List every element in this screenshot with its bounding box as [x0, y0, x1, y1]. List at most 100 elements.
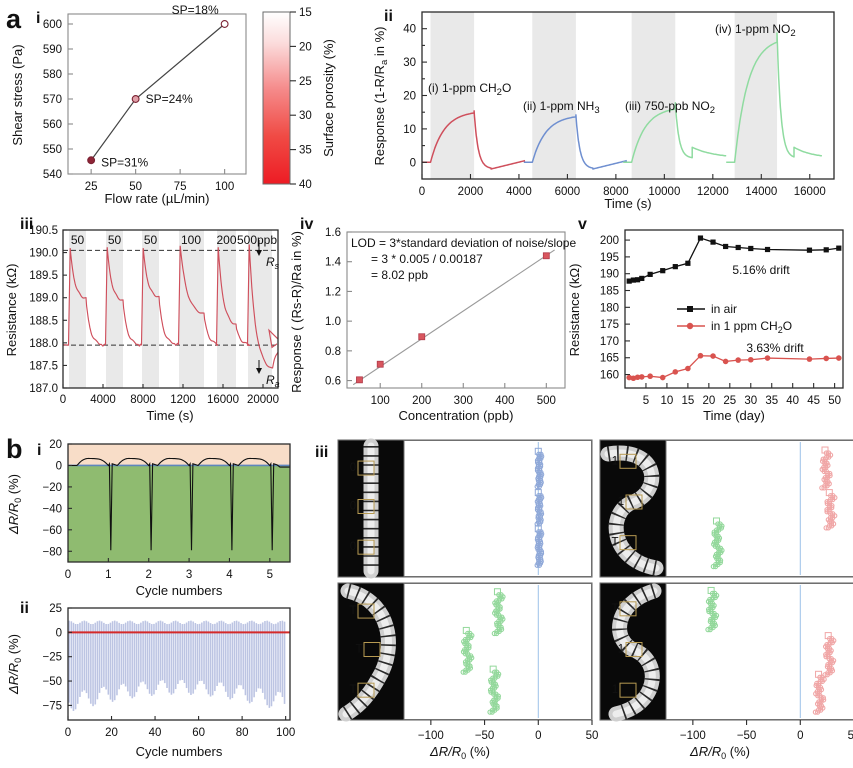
data-cluster — [534, 529, 545, 568]
drift-marker — [634, 277, 641, 283]
tick-label: 165 — [600, 353, 619, 365]
tick-label: 0 — [410, 157, 416, 169]
drift-marker — [638, 374, 645, 380]
chart-b-i: −80 −60 −40 −20 0 20 0 1 2 3 4 5 ΔR/R0 (%) Cycle n… — [0, 432, 310, 600]
plot-frame — [67, 607, 291, 721]
gas-label: (ii) 1-ppm NH3 — [523, 99, 600, 116]
tick-label: 20000 — [247, 394, 279, 406]
drift-marker — [747, 356, 754, 363]
tick-label: 100 — [276, 727, 295, 739]
x-axis-ticks: 0 20 40 60 80 100 — [65, 716, 295, 739]
x-axis-label: Cycle numbers — [136, 583, 223, 598]
gas-response-curve — [623, 102, 727, 164]
y-axis-ticks: 187.0 187.5 188.0 188.5 189.0 189.5 190.0 190.5 — [29, 225, 67, 395]
sensor-marker-label: T — [355, 644, 362, 656]
tick-label: 170 — [600, 336, 619, 348]
panel-a-iv-label: iv — [300, 216, 314, 233]
tick-label: 0.8 — [325, 346, 341, 358]
data-point — [376, 360, 384, 368]
drift-marker — [672, 369, 679, 375]
y-axis-label: Shear stress (Pa) — [10, 44, 25, 145]
exposure-band — [217, 230, 236, 388]
y-axis-label: Response ( (Rs-R)/Ra in %) — [289, 231, 304, 393]
sp-annotation: SP=18% — [172, 3, 219, 17]
legend-label-air: in air — [711, 302, 737, 316]
tick-label: 400 — [495, 395, 514, 407]
panel-a-label: a — [6, 4, 22, 34]
drift-marker — [659, 374, 666, 381]
drift-marker — [723, 243, 729, 250]
y-axis-ticks: 160 165 170 175 180 185 190 195 200 — [600, 235, 630, 382]
chart-a-ii-svg: 0 10 20 30 40 0 2000 4000 6000 8000 10000 12000 140… — [372, 11, 835, 211]
drift-marker — [672, 264, 678, 270]
tick-label: 580 — [43, 69, 62, 81]
chart-b-ii-svg: −75 −50 −25 0 25 0 20 40 60 80 100 ΔR/R0 (%) Cycl… — [6, 603, 295, 759]
tick-label: −20 — [42, 482, 62, 494]
tick-label: 590 — [43, 44, 62, 56]
sensor-marker-box — [363, 642, 381, 657]
y-axis-label: Resistance (kΩ) — [4, 264, 19, 357]
exposure-band — [179, 230, 204, 388]
sensor-marker-label: 1 — [618, 644, 624, 656]
sensor-marker-label: 0 — [350, 462, 356, 474]
tick-label: 45 — [807, 395, 820, 407]
drift-marker — [639, 275, 645, 282]
drift-marker — [626, 374, 632, 381]
tick-label: 10000 — [648, 186, 680, 198]
tick-label: 0 — [419, 186, 425, 198]
series-labels: (i) 1-ppm CH2O (ii) 1-ppm NH3 (iii) 750-pp… — [428, 22, 796, 116]
legend: in air in 1 ppm CH2O — [677, 302, 792, 335]
tick-label: 0 — [56, 627, 62, 639]
drift-marker — [626, 278, 632, 284]
drift-marker — [823, 355, 830, 362]
sensor-marker-box — [357, 682, 375, 698]
data-points — [87, 20, 229, 165]
tick-label: 3 — [186, 569, 192, 581]
tick-label: 35 — [299, 145, 312, 157]
tick-label: 187.5 — [29, 360, 58, 372]
sensor-marker-label: 0 — [350, 501, 356, 513]
chart-a-ii: 0 10 20 30 40 0 2000 4000 6000 8000 10000 12000 140… — [370, 0, 853, 212]
chart-a-i: 540 550 560 570 580 590 600 25 50 75 100 SP=31% SP… — [0, 0, 260, 210]
tick-label: 570 — [43, 94, 62, 106]
data-point — [87, 156, 96, 165]
exposure-band — [106, 230, 123, 388]
data-point — [220, 20, 229, 28]
x-axis-ticks: 0 4000 8000 1200 16000 20000 — [60, 384, 279, 406]
tick-label: 200 — [600, 235, 619, 247]
tick-label: 40 — [149, 727, 162, 739]
data-point — [542, 252, 550, 260]
tick-label: 550 — [43, 144, 62, 156]
x-axis-ticks: 5 10 15 20 25 30 35 40 45 50 — [643, 383, 841, 407]
tick-label: 30 — [744, 395, 757, 407]
tick-label: 0 — [56, 460, 62, 472]
sensor-marker-label: 1 — [618, 496, 624, 508]
tick-label: −40 — [42, 503, 62, 515]
drift-marker — [710, 353, 716, 359]
chart-b-i-svg: −80 −60 −40 −20 0 20 0 1 2 3 4 5 ΔR/R0 (%) Cycle n… — [6, 439, 291, 598]
exposure-bands — [430, 12, 778, 179]
x-axis-ticks: −100 −50 0 50 −100 −50 0 50 — [418, 720, 853, 742]
lod-line-1: LOD = 3*standard deviation of noise/slop… — [351, 236, 576, 250]
drift-marker — [735, 357, 741, 363]
exposure-band — [532, 12, 576, 179]
rs-marker: Rs — [256, 240, 280, 271]
tick-label: 14000 — [745, 186, 777, 198]
tick-label: 4 — [226, 569, 233, 581]
tick-label: 200 — [412, 395, 431, 407]
drift-marker — [836, 355, 842, 361]
tick-label: 175 — [600, 319, 619, 331]
sensor-marker-label: 1 — [612, 684, 618, 696]
gas-drift-annotation: 3.63% drift — [746, 341, 804, 355]
tick-label: 195 — [600, 252, 619, 264]
tick-label: 4000 — [90, 394, 116, 406]
cluster-start-marker — [534, 447, 542, 455]
drift-marker — [764, 355, 771, 361]
tick-label: 187.0 — [29, 383, 58, 395]
exposure-band — [69, 230, 86, 388]
data-cluster — [491, 592, 506, 637]
cycle-traces — [68, 620, 286, 711]
y-axis-ticks: 0.6 0.8 1.0 1.2 1.4 1.6 — [325, 227, 352, 388]
tick-label: 10 — [661, 395, 674, 407]
